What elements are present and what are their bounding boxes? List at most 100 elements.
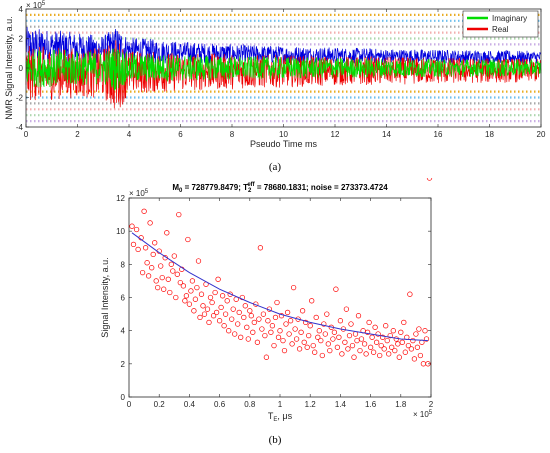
title-part: = 78680.1831; noise = 273373.4724 <box>255 183 389 192</box>
data-point <box>310 342 316 349</box>
x-exponent-power: 5 <box>429 410 433 416</box>
x-tick-label: 0.8 <box>244 400 256 409</box>
y-axis-label: Signal Intensity, a.u. <box>100 257 110 337</box>
data-point <box>348 321 354 327</box>
y-exponent-label: × 105 <box>129 189 149 198</box>
y-tick-label: 6 <box>121 294 126 303</box>
x-tick-label: 14 <box>382 130 391 139</box>
data-point <box>139 269 146 276</box>
data-point <box>306 332 312 339</box>
y-tick-label: 2 <box>121 360 126 369</box>
data-point <box>333 286 339 292</box>
data-point <box>207 294 214 301</box>
y-exponent-power: 5 <box>145 189 149 195</box>
legend-label-real: Real <box>492 25 509 34</box>
data-point <box>206 319 212 326</box>
data-point <box>241 314 247 321</box>
data-point <box>364 329 371 335</box>
data-point <box>321 321 327 327</box>
data-point <box>158 263 164 269</box>
title-subscript: 0 <box>179 188 183 194</box>
data-point <box>392 347 398 354</box>
data-point <box>192 296 199 302</box>
x-tick-label: 18 <box>485 130 494 139</box>
data-point <box>331 329 338 335</box>
data-point <box>358 336 365 342</box>
data-point <box>130 241 137 248</box>
data-point <box>408 346 415 352</box>
data-point <box>407 291 413 297</box>
axes-box-b <box>128 197 432 398</box>
data-point <box>155 284 161 291</box>
data-point <box>325 341 331 347</box>
data-point <box>219 293 226 299</box>
x-tick-label: 2 <box>75 130 80 139</box>
data-point <box>182 298 188 304</box>
title-subscript: 2 <box>248 188 252 194</box>
data-point <box>315 334 321 340</box>
data-point <box>372 324 378 330</box>
series-trace-real <box>25 40 542 109</box>
x-tick-label: 1.4 <box>335 400 347 409</box>
data-point <box>129 223 135 229</box>
data-point <box>152 240 158 246</box>
data-point <box>298 329 304 335</box>
data-point <box>218 304 224 311</box>
data-point <box>411 356 418 362</box>
data-point <box>342 339 348 345</box>
data-point <box>316 328 322 334</box>
data-point <box>303 319 309 326</box>
data-point <box>380 334 386 340</box>
data-point <box>399 339 405 345</box>
data-point <box>337 318 344 324</box>
data-point <box>417 352 424 359</box>
data-point <box>244 324 250 330</box>
data-point <box>168 261 174 267</box>
data-point <box>235 321 241 327</box>
fit-curve <box>131 232 429 342</box>
data-point <box>271 342 277 349</box>
data-point <box>345 346 351 352</box>
data-point <box>363 351 369 357</box>
data-point <box>216 318 223 324</box>
data-point <box>301 339 307 345</box>
data-point <box>268 329 274 335</box>
data-point <box>213 309 220 316</box>
x-label-part: , μs <box>277 411 292 421</box>
data-point <box>357 347 363 354</box>
data-point <box>212 289 218 296</box>
data-point <box>239 294 245 301</box>
panel-b: M0 = 728779.8479; T2eff = 78680.1831; no… <box>0 178 550 428</box>
data-point <box>277 328 283 334</box>
data-point <box>191 308 197 314</box>
data-point <box>183 293 190 299</box>
data-point <box>227 291 233 297</box>
data-point <box>135 246 141 253</box>
x-axis-label: Pseudo Time ms <box>250 139 318 148</box>
y-tick-label: 8 <box>121 260 126 269</box>
legend-a: Imaginary Real <box>462 10 539 38</box>
y-exponent-power: 5 <box>42 1 46 7</box>
data-point <box>312 349 318 355</box>
background-traces <box>26 13 541 123</box>
data-point <box>292 326 298 332</box>
x-tick-label: 6 <box>178 130 183 139</box>
data-point <box>226 328 232 334</box>
data-point <box>133 226 140 233</box>
data-point <box>236 309 242 316</box>
data-point <box>173 294 179 301</box>
title-part: M <box>172 183 179 192</box>
data-point <box>144 260 150 266</box>
data-point <box>293 336 300 342</box>
legend-label-imaginary: Imaginary <box>492 14 527 23</box>
data-point <box>413 331 419 337</box>
x-tick-label: 8 <box>230 130 235 139</box>
data-point <box>254 339 261 345</box>
x-tick-label: 12 <box>331 130 340 139</box>
x-tick-label: 1.6 <box>365 400 377 409</box>
data-point <box>256 316 262 322</box>
data-point <box>401 319 407 326</box>
data-point <box>377 352 383 359</box>
data-point <box>278 313 285 319</box>
